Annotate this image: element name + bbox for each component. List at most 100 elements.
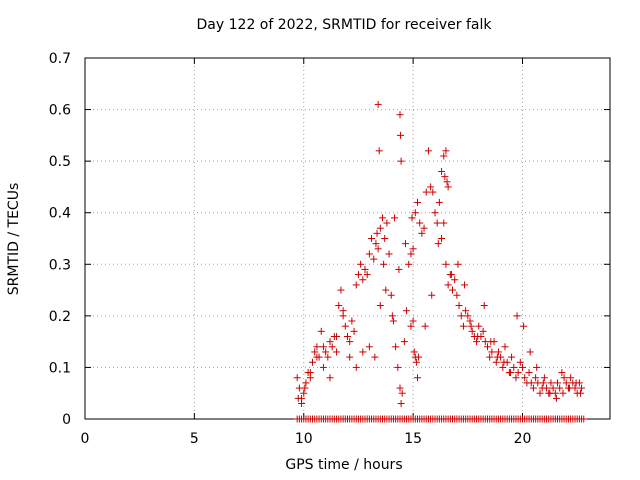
data-point xyxy=(499,363,507,371)
data-point xyxy=(468,327,476,335)
data-point xyxy=(414,198,421,206)
data-point xyxy=(374,100,382,108)
data-point xyxy=(392,343,400,351)
data-point xyxy=(376,302,384,310)
data-point xyxy=(457,312,465,320)
data-point xyxy=(309,358,316,366)
data-point xyxy=(510,363,518,371)
data-point xyxy=(438,235,446,242)
data-point xyxy=(532,374,540,382)
data-point xyxy=(540,374,548,382)
data-point xyxy=(519,363,526,371)
data-point xyxy=(558,369,566,377)
data-point xyxy=(488,348,496,356)
data-point xyxy=(435,198,443,206)
data-point xyxy=(494,348,502,356)
data-point xyxy=(407,250,415,258)
data-point xyxy=(434,240,442,248)
data-point xyxy=(365,343,373,351)
y-tick-label: 0.4 xyxy=(49,206,71,222)
data-point xyxy=(461,281,469,289)
data-point xyxy=(427,183,435,191)
data-point xyxy=(354,271,362,279)
data-point xyxy=(543,384,551,392)
data-point xyxy=(409,245,417,253)
data-point xyxy=(429,188,437,196)
data-point xyxy=(344,332,351,340)
data-point xyxy=(556,384,564,392)
data-point xyxy=(451,276,459,284)
grid-lines xyxy=(85,58,610,419)
data-point xyxy=(527,379,535,387)
data-point xyxy=(475,322,483,330)
data-point xyxy=(567,374,575,382)
data-point xyxy=(376,224,384,232)
data-point xyxy=(306,369,314,377)
data-point xyxy=(387,291,395,299)
data-point xyxy=(566,384,574,392)
y-tick-label: 0.1 xyxy=(49,360,71,376)
data-point xyxy=(374,245,382,253)
data-point xyxy=(322,348,330,356)
data-point xyxy=(578,384,586,392)
data-point xyxy=(317,327,325,335)
data-point xyxy=(454,260,462,268)
data-point xyxy=(400,338,408,346)
data-point xyxy=(449,286,456,294)
data-point xyxy=(443,178,451,186)
data-point xyxy=(352,363,360,371)
data-point xyxy=(484,343,491,351)
data-point xyxy=(385,250,393,258)
data-point xyxy=(396,384,404,392)
data-point xyxy=(326,374,334,382)
data-point xyxy=(547,379,555,387)
data-point xyxy=(424,147,432,155)
data-point xyxy=(337,286,345,294)
y-tick-label: 0.6 xyxy=(49,103,71,119)
y-tick-label: 0.3 xyxy=(49,257,71,273)
data-point xyxy=(370,255,378,263)
x-tick-label: 10 xyxy=(295,431,313,447)
data-point xyxy=(440,219,448,227)
data-point xyxy=(348,317,356,325)
data-point xyxy=(401,240,409,248)
data-point xyxy=(512,374,520,382)
data-point xyxy=(371,353,379,361)
data-point xyxy=(301,384,309,392)
data-point xyxy=(319,363,327,371)
data-point xyxy=(293,374,301,382)
data-point xyxy=(444,281,452,289)
plot-frame xyxy=(84,57,611,420)
data-point-zero xyxy=(580,415,588,423)
data-point xyxy=(480,302,488,310)
data-point xyxy=(441,173,449,181)
data-point xyxy=(433,219,441,227)
data-point xyxy=(359,348,367,356)
data-point xyxy=(516,358,524,366)
data-point xyxy=(294,394,302,402)
data-point xyxy=(546,389,554,397)
data-point xyxy=(459,322,467,330)
data-point xyxy=(383,219,391,227)
data-point xyxy=(447,271,455,279)
data-point xyxy=(453,291,461,299)
data-point xyxy=(380,260,388,268)
data-point xyxy=(514,369,522,377)
data-point xyxy=(455,302,463,310)
data-point xyxy=(333,332,341,340)
data-point xyxy=(493,353,501,361)
data-point xyxy=(359,276,367,284)
data-point xyxy=(394,363,402,371)
x-tick-label: 20 xyxy=(514,431,532,447)
data-point xyxy=(313,353,321,361)
data-point xyxy=(513,312,521,320)
data-point xyxy=(501,343,509,351)
data-point xyxy=(416,219,424,227)
chart-title: Day 122 of 2022, SRMTID for receiver fal… xyxy=(196,17,492,33)
data-point xyxy=(466,317,474,325)
data-point xyxy=(408,214,416,222)
data-point xyxy=(572,379,580,387)
data-point xyxy=(302,379,310,387)
data-point xyxy=(506,369,514,377)
